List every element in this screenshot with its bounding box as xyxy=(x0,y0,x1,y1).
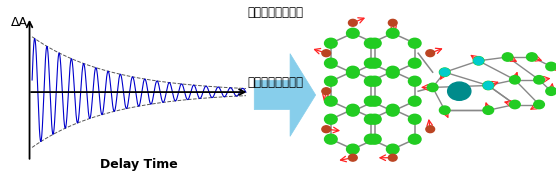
Circle shape xyxy=(346,66,359,76)
Circle shape xyxy=(386,68,399,78)
Circle shape xyxy=(346,68,359,78)
Circle shape xyxy=(409,96,421,106)
Circle shape xyxy=(325,58,337,68)
Circle shape xyxy=(346,104,359,114)
Circle shape xyxy=(409,114,421,124)
Circle shape xyxy=(483,106,494,114)
Circle shape xyxy=(386,106,399,116)
Circle shape xyxy=(325,134,337,144)
Circle shape xyxy=(369,96,381,106)
Circle shape xyxy=(473,57,484,65)
Circle shape xyxy=(322,50,331,57)
Circle shape xyxy=(365,38,377,48)
Circle shape xyxy=(386,104,399,114)
Circle shape xyxy=(474,57,484,65)
Circle shape xyxy=(349,154,357,161)
Circle shape xyxy=(440,68,450,76)
Circle shape xyxy=(365,134,377,144)
Circle shape xyxy=(509,76,520,84)
Circle shape xyxy=(509,100,520,109)
Circle shape xyxy=(546,62,556,71)
Circle shape xyxy=(483,81,494,90)
Circle shape xyxy=(409,134,421,144)
Circle shape xyxy=(365,76,377,86)
Circle shape xyxy=(386,28,399,38)
Text: ΔA: ΔA xyxy=(11,16,28,29)
Circle shape xyxy=(365,114,377,124)
Circle shape xyxy=(369,38,381,48)
Circle shape xyxy=(346,28,359,38)
Circle shape xyxy=(527,53,537,61)
Text: 「分子の身震い」: 「分子の身震い」 xyxy=(247,6,303,19)
Circle shape xyxy=(409,38,421,48)
Circle shape xyxy=(349,19,357,26)
Circle shape xyxy=(322,126,331,133)
Circle shape xyxy=(389,154,397,161)
Circle shape xyxy=(426,50,435,57)
Circle shape xyxy=(365,96,377,106)
Circle shape xyxy=(386,144,399,154)
Circle shape xyxy=(428,83,438,92)
Circle shape xyxy=(369,114,381,124)
Circle shape xyxy=(369,76,381,86)
Circle shape xyxy=(439,68,450,76)
Circle shape xyxy=(439,106,450,114)
Circle shape xyxy=(386,66,399,76)
Circle shape xyxy=(546,87,556,95)
Text: Delay Time: Delay Time xyxy=(100,158,178,171)
Circle shape xyxy=(426,126,435,133)
Polygon shape xyxy=(254,54,316,136)
Circle shape xyxy=(534,100,544,109)
Circle shape xyxy=(409,76,421,86)
Text: による信号を検出: による信号を検出 xyxy=(247,76,303,89)
Circle shape xyxy=(346,144,359,154)
Circle shape xyxy=(346,106,359,116)
Circle shape xyxy=(502,53,513,61)
Circle shape xyxy=(534,76,544,84)
Circle shape xyxy=(325,114,337,124)
Circle shape xyxy=(325,38,337,48)
Circle shape xyxy=(484,82,493,89)
Circle shape xyxy=(448,82,471,100)
Circle shape xyxy=(365,58,377,68)
Circle shape xyxy=(409,58,421,68)
Circle shape xyxy=(389,19,397,26)
Circle shape xyxy=(322,88,331,95)
Circle shape xyxy=(325,76,337,86)
Circle shape xyxy=(369,134,381,144)
Circle shape xyxy=(325,96,337,106)
Circle shape xyxy=(369,58,381,68)
